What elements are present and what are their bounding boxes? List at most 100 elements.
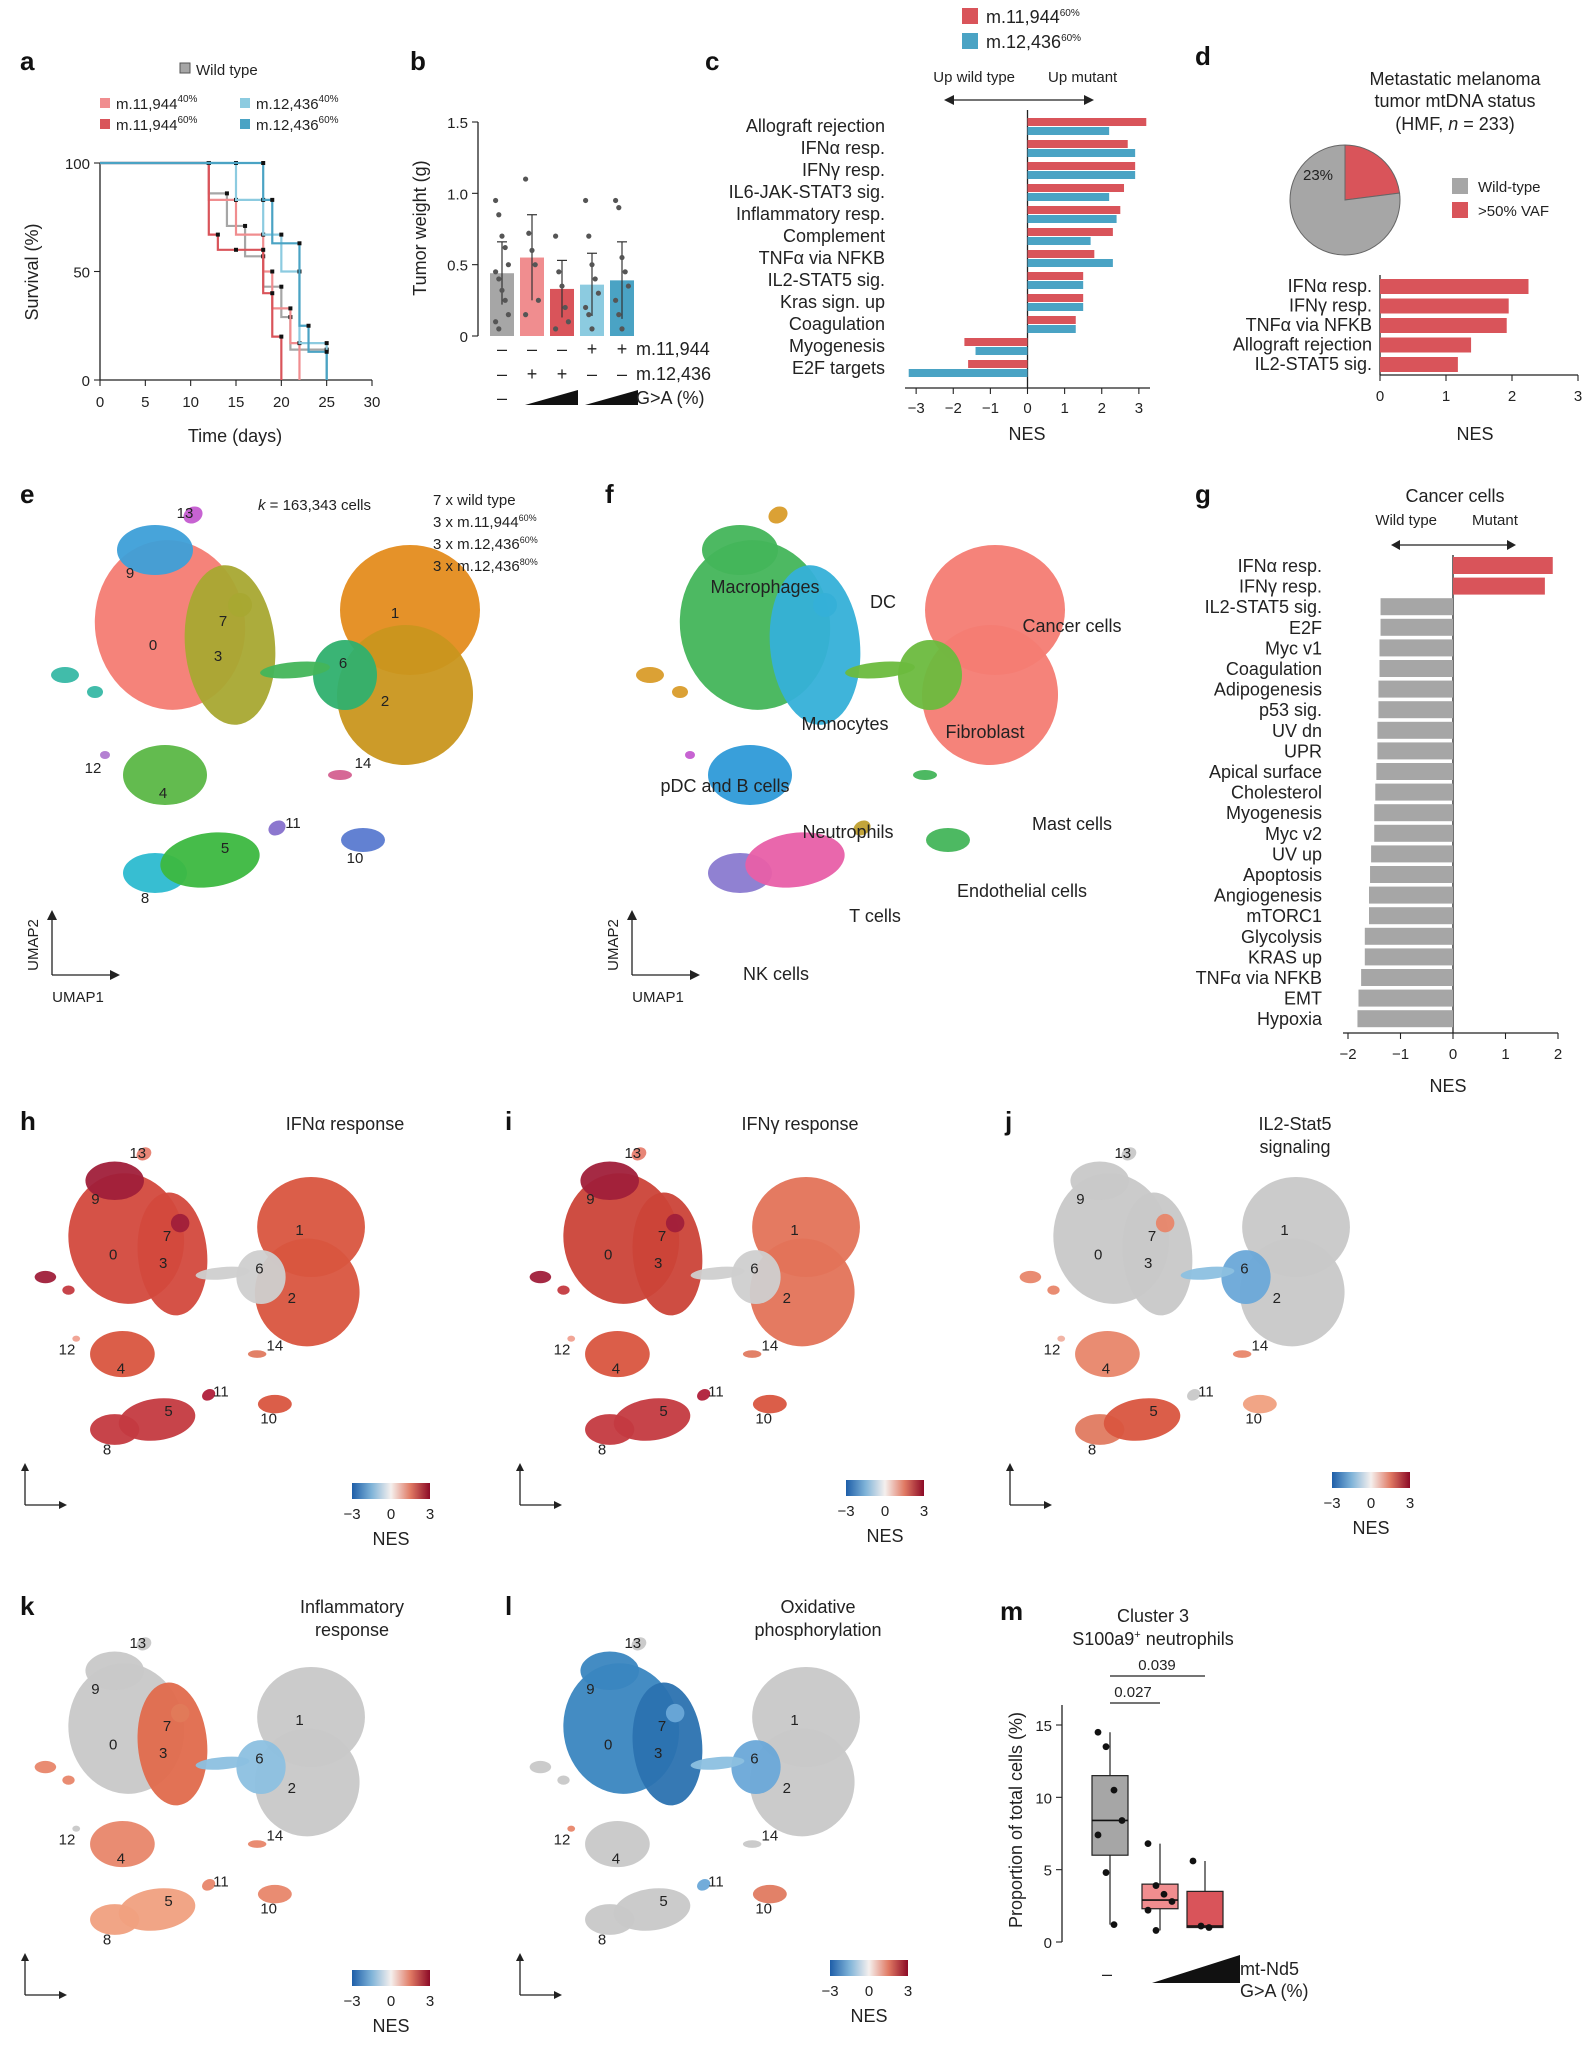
c-x-tick-label: 0: [1023, 400, 1031, 417]
umap-cluster-label: 3: [159, 1255, 167, 1272]
mini-umap1-arrow: [554, 1991, 562, 1999]
mini-umap1-arrow: [1044, 1501, 1052, 1509]
umap-cluster-label: 11: [708, 1874, 724, 1891]
umap-cluster-label: 5: [221, 840, 229, 857]
umap-cluster-label: 6: [750, 1751, 758, 1768]
sample-line-1: 7 x wild type: [433, 492, 516, 509]
umap-cluster-6: [236, 1250, 286, 1305]
panel-j-title-2: signaling: [1259, 1137, 1330, 1157]
legend-label-vaf: >50% VAF: [1478, 203, 1549, 220]
umap-cluster-label: 4: [612, 1851, 620, 1868]
arrow-head-right: [1084, 95, 1094, 105]
panel-l-title-2: phosphorylation: [754, 1620, 881, 1640]
c-bar: [1027, 193, 1110, 201]
g-category-label: Angiogenesis: [1214, 886, 1322, 906]
umap-cluster-label: 10: [260, 1411, 277, 1428]
umap-cluster-6: [313, 640, 377, 710]
umap-cluster-7: [665, 1703, 685, 1723]
g-bar: [1377, 721, 1453, 739]
panel-c-nes-bars: m.11,94460% m.12,43660% Up wild type Up …: [729, 7, 1150, 444]
nes-colorbar-tick: −3: [343, 1993, 360, 2010]
a-x-tick-label: 0: [96, 394, 104, 411]
p-value-1: 0.027: [1114, 1684, 1152, 1701]
nes-colorbar-tick: 3: [1406, 1495, 1414, 1512]
b-point: [493, 319, 499, 325]
umap-cluster-5: [118, 1398, 196, 1441]
umap-cluster-left2: [557, 1285, 570, 1295]
b-point: [613, 197, 619, 204]
nes-colorbar-tick: 0: [1367, 1495, 1375, 1512]
d-x-tick-label: 3: [1574, 388, 1582, 405]
c-category-label: IL2-STAT5 sig.: [768, 270, 885, 290]
panel-b-tumor-weight: 0 0.5 1.0 1.5 Tumor weight (g) – – – + + – …: [410, 115, 711, 408]
m-point: [1102, 1869, 1110, 1876]
umap-cluster-7: [665, 1213, 685, 1233]
direction-up-mutant: Up mutant: [1048, 69, 1118, 86]
mini-umap2-arrow: [21, 1463, 29, 1471]
panel-k-title-1: Inflammatory: [300, 1597, 404, 1617]
umap-cluster-label: 9: [126, 565, 134, 582]
umap-cluster-4: [708, 745, 792, 805]
umap-cluster-label: 12: [554, 1341, 571, 1358]
a-censor-mark: [324, 349, 329, 354]
umap1-label: UMAP1: [52, 989, 104, 1006]
umap-cluster-label: 7: [1148, 1228, 1156, 1245]
b-point: [595, 290, 602, 296]
panel-c-legend: m.11,94460% m.12,43660%: [962, 7, 1081, 52]
panel-m-boxplot: Cluster 3 S100a9+ neutrophils 0 5 10 15 Pro…: [1006, 1606, 1309, 2001]
umap-cluster-label: 6: [255, 1751, 263, 1768]
legend-swatch-m11944-60: [100, 119, 110, 129]
cell-type-label: Fibroblast: [945, 722, 1024, 742]
g-category-label: Glycolysis: [1241, 927, 1322, 947]
m-box: [1141, 1883, 1179, 1910]
panel-k-title-2: response: [315, 1620, 389, 1640]
m-point: [1152, 1927, 1160, 1934]
umap-cluster-label: 1: [1280, 1222, 1288, 1239]
b-point: [586, 233, 592, 239]
panel-f-umap-celltypes: Macrophages DC Cancer cells Monocytes Fibrob…: [605, 506, 1122, 1006]
c-bar: [968, 360, 1028, 368]
cell-type-label: Endothelial cells: [957, 881, 1087, 901]
row1-cell: +: [587, 339, 598, 359]
umap-cluster-conn: [690, 1756, 745, 1770]
g-bar: [1379, 660, 1453, 677]
c-bar: [1027, 294, 1084, 302]
direction-mutant: Mutant: [1472, 512, 1519, 529]
umap-cluster-left2: [1047, 1285, 1060, 1295]
umap-cluster-5: [745, 832, 845, 888]
d-bar: [1380, 279, 1529, 294]
c-bar: [975, 347, 1028, 355]
d-bar: [1380, 357, 1458, 372]
umap-cluster-label: 3: [654, 1255, 662, 1272]
cell-type-label: T cells: [849, 906, 901, 926]
nes-colorbar-tick: 0: [387, 1506, 395, 1523]
mini-umap1-arrow: [554, 1501, 562, 1509]
umap-cluster-conn: [845, 661, 915, 679]
cell-type-label: NK cells: [743, 964, 809, 984]
sample-line-3: 3 x m.12,43660%: [433, 535, 538, 553]
g-x-tick-label: −2: [1339, 1046, 1356, 1063]
g-category-label: Adipogenesis: [1214, 680, 1322, 700]
umap-cluster-12: [72, 1335, 81, 1342]
umap-cluster-14: [742, 1840, 762, 1848]
b-point: [565, 319, 572, 325]
umap-cluster-label: 11: [1198, 1384, 1214, 1401]
m-y-tick-label: 0: [1044, 1935, 1052, 1952]
ramp-triangle-2: [585, 390, 638, 405]
panel-letter-m: m: [1000, 1596, 1023, 1626]
umap-cluster-label: 6: [255, 1261, 263, 1278]
a-censor-mark: [215, 232, 220, 237]
c-bar: [1027, 140, 1128, 148]
umap-axes-e: UMAP1 UMAP2: [25, 910, 120, 1006]
panel-letter-g: g: [1195, 479, 1211, 509]
cell-type-label: pDC and B cells: [660, 776, 789, 796]
panel-c-xlabel: NES: [1008, 424, 1045, 444]
umap-cluster-label: 12: [85, 760, 102, 777]
g-category-label: Myogenesis: [1226, 803, 1322, 823]
umap-cluster-label: 5: [1149, 1403, 1157, 1420]
a-censor-mark: [224, 191, 229, 196]
panel-l-oxphos-umap: Oxidative phosphorylation 01234567891011…: [516, 1597, 912, 2026]
legend-swatch-m12436-60: [240, 119, 250, 129]
umap-cluster-label: 13: [624, 1145, 641, 1162]
